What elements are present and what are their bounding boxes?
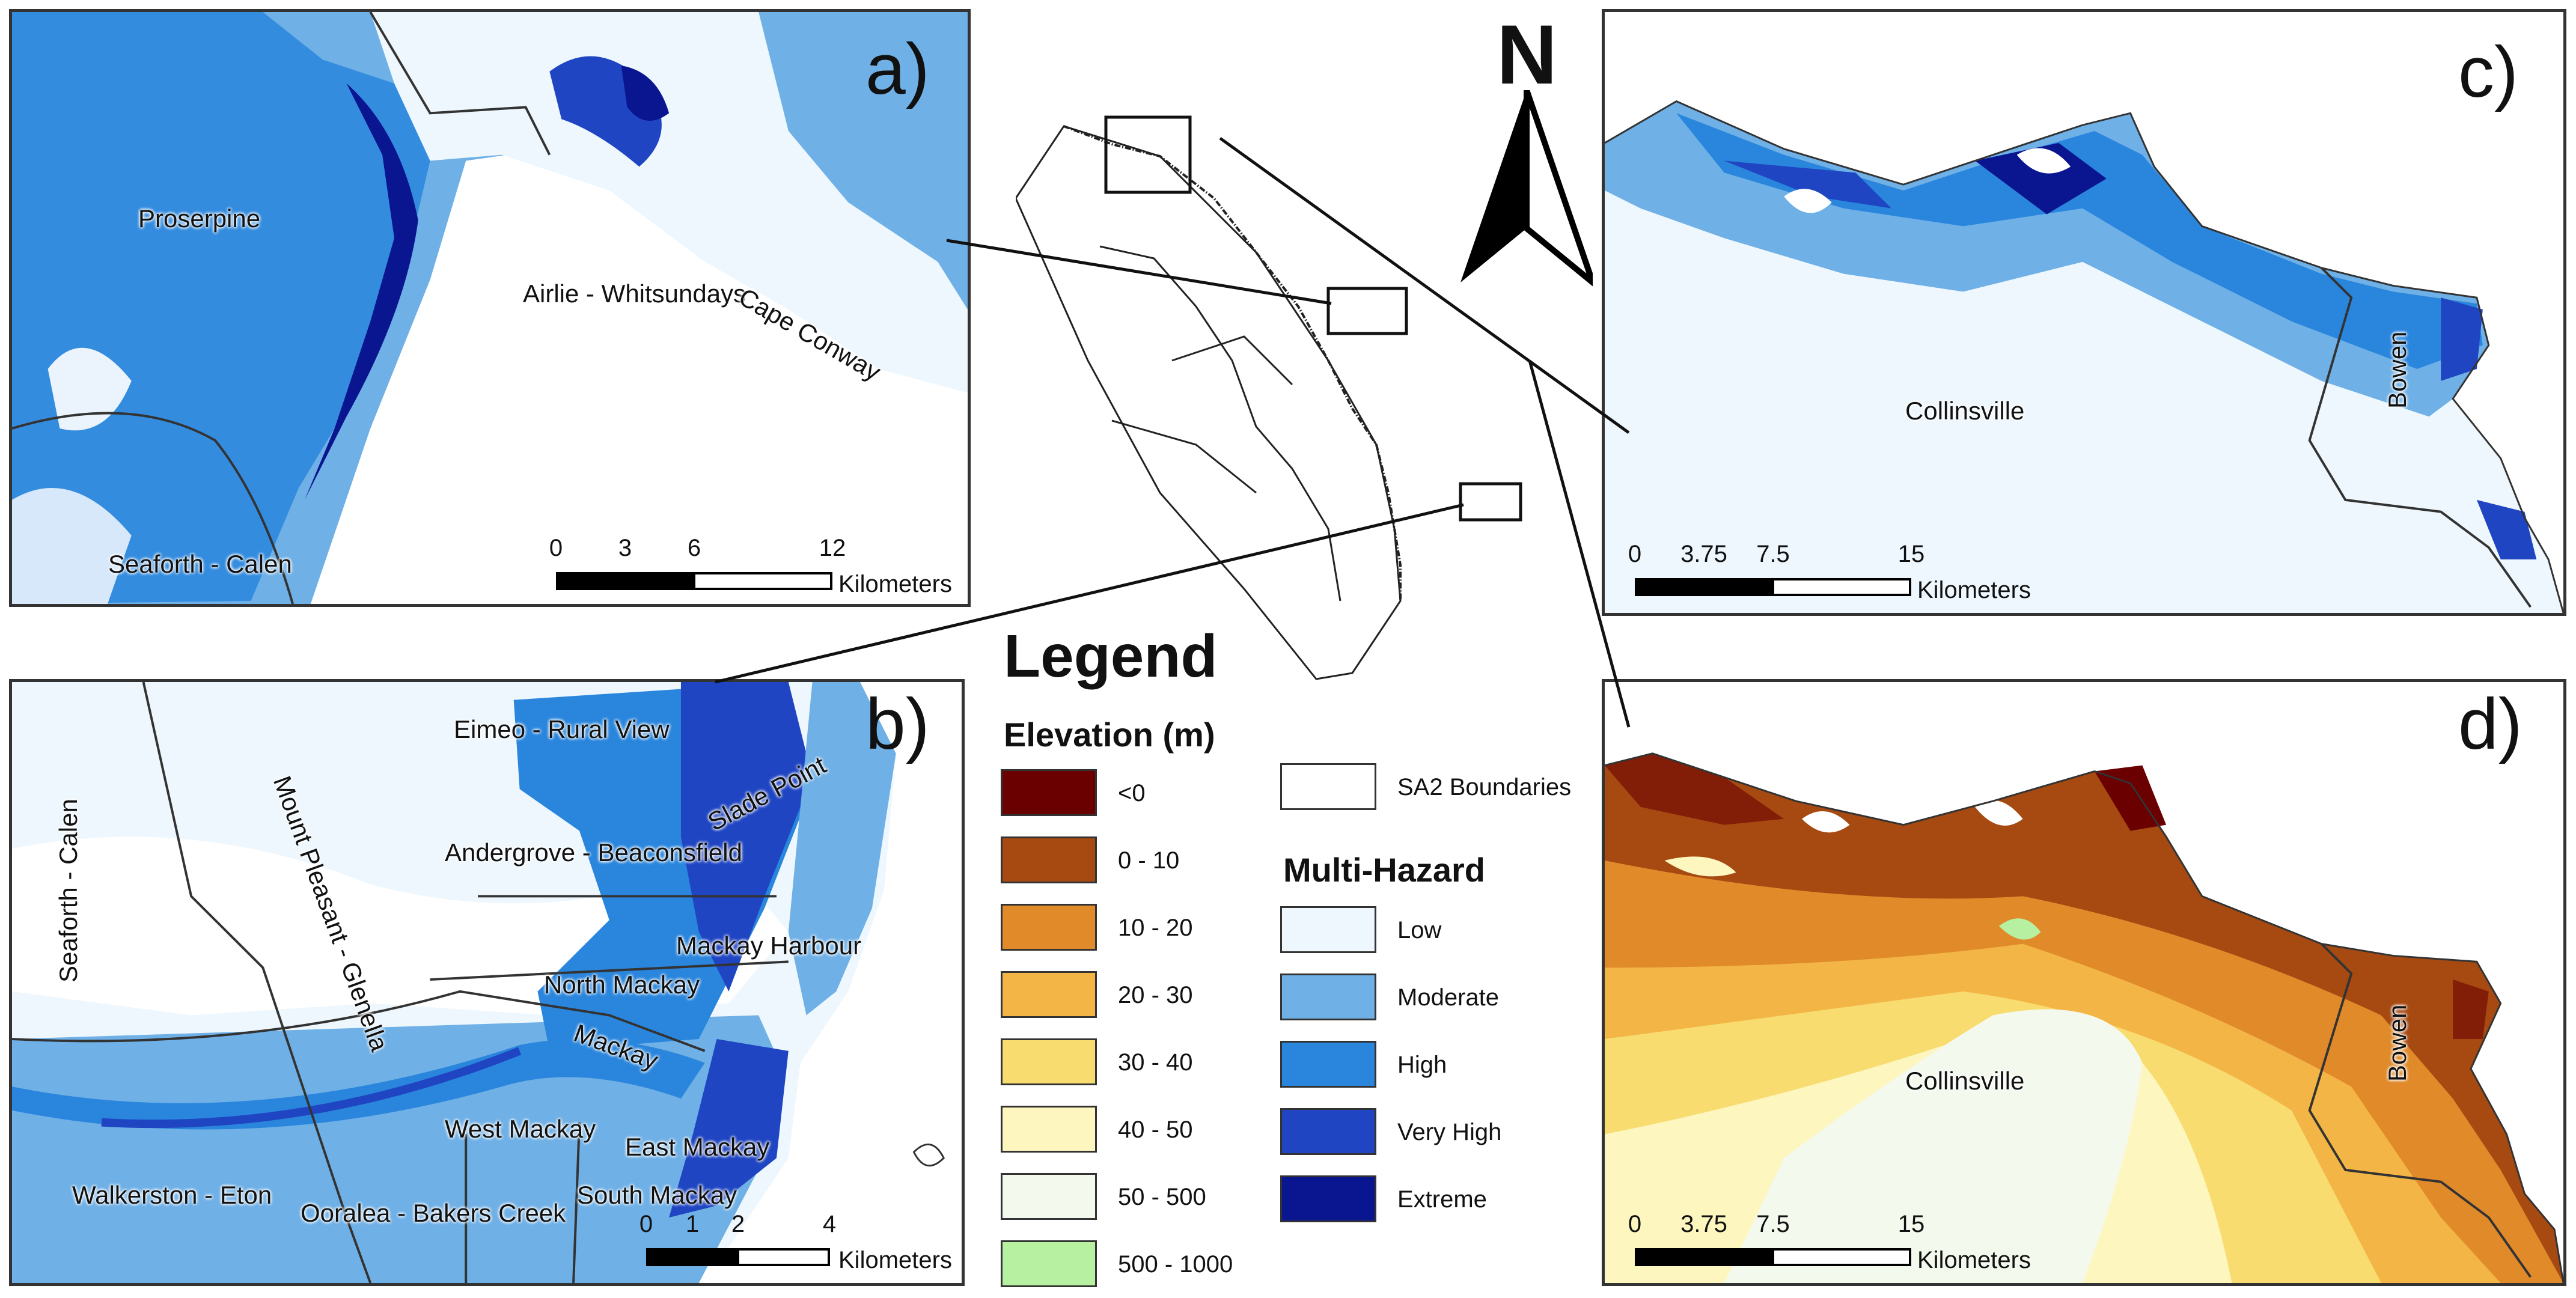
scale-unit: Kilometers <box>838 571 952 597</box>
scale-tick: 4 <box>822 1211 837 1237</box>
scale-tick: 3.75 <box>1680 1211 1727 1237</box>
panel-a-map <box>12 12 968 604</box>
place-label: Walkerston - Eton <box>72 1181 272 1209</box>
map-panel-c: c) Collinsville Bowen 0 3.75 7.5 15 Kilo… <box>1602 9 2566 616</box>
north-arrow-icon <box>1460 90 1593 287</box>
sa2-boundary-label: SA2 Boundaries <box>1397 774 1572 800</box>
scale-unit: Kilometers <box>1917 1247 2031 1273</box>
place-label: Mackay Harbour <box>676 931 862 960</box>
scale-bar: 0 1 2 4 Kilometers <box>637 1211 962 1277</box>
scale-bar-hollow <box>1772 1248 1911 1266</box>
place-label: South Mackay <box>577 1181 737 1209</box>
scale-bar-hollow <box>1772 578 1911 596</box>
scale-tick: 15 <box>1897 541 1925 567</box>
scale-unit: Kilometers <box>1917 577 2031 603</box>
legend-swatch <box>1280 906 1376 953</box>
panel-label: d) <box>2458 684 2523 764</box>
scale-tick: 12 <box>819 535 846 561</box>
legend-label: 0 - 10 <box>1118 847 1180 874</box>
legend-label: Low <box>1397 917 1442 943</box>
legend-label: 30 - 40 <box>1118 1049 1193 1076</box>
legend-label: 10 - 20 <box>1118 915 1193 941</box>
scale-bar-hollow <box>737 1248 830 1266</box>
legend-swatch <box>1001 836 1097 883</box>
map-panel-b: b) Eimeo - Rural View Slade Point Seafor… <box>9 679 965 1286</box>
scale-tick: 3.75 <box>1680 541 1727 567</box>
legend-label: 50 - 500 <box>1118 1184 1206 1210</box>
legend-swatch <box>1001 1240 1097 1287</box>
legend-swatch <box>1001 971 1097 1018</box>
map-panel-d: d) Collinsville Bowen 0 3.75 7.5 15 Kilo… <box>1602 679 2566 1286</box>
scale-unit: Kilometers <box>838 1247 952 1273</box>
legend-label: <0 <box>1118 780 1146 806</box>
legend-swatch <box>1280 1041 1376 1088</box>
hazard-heading: Multi-Hazard <box>1283 851 1485 889</box>
place-label: Ooralea - Bakers Creek <box>301 1199 566 1227</box>
scale-tick: 0 <box>1628 1211 1642 1237</box>
panel-d-map <box>1605 682 2563 1283</box>
scale-tick: 0 <box>549 535 563 561</box>
scale-bar: 0 3 6 12 Kilometers <box>547 535 952 601</box>
legend-swatch <box>1001 1038 1097 1085</box>
place-label: Collinsville <box>1905 397 2025 425</box>
north-arrow-letter: N <box>1497 7 1558 102</box>
place-label: Collinsville <box>1905 1067 2025 1095</box>
panel-label: c) <box>2458 32 2518 112</box>
map-panel-a: a) Proserpine Airlie - Whitsundays Cape … <box>9 9 971 607</box>
place-label: Eimeo - Rural View <box>454 715 670 743</box>
place-label: West Mackay <box>445 1115 596 1143</box>
place-label: Bowen <box>2383 1004 2411 1082</box>
legend-label: 20 - 30 <box>1118 982 1193 1008</box>
scale-bar-solid <box>1635 1248 1774 1266</box>
legend-title: Legend <box>1004 623 1218 690</box>
sa2-boundary-swatch <box>1280 763 1376 810</box>
scale-tick: 0 <box>1628 541 1642 567</box>
place-label: North Mackay <box>544 970 700 999</box>
legend-label: Moderate <box>1397 984 1499 1011</box>
scale-tick: 7.5 <box>1756 1211 1790 1237</box>
legend-label: Extreme <box>1397 1186 1487 1213</box>
legend-swatch <box>1280 1175 1376 1222</box>
panel-c-map <box>1605 12 2563 613</box>
scale-bar: 0 3.75 7.5 15 Kilometers <box>1626 541 2031 607</box>
place-label: Seaforth - Calen <box>54 799 82 983</box>
scale-bar-hollow <box>693 572 832 590</box>
panel-label: a) <box>865 29 930 109</box>
place-label: Andergrove - Beaconsfield <box>445 838 742 867</box>
panel-label: b) <box>865 684 930 764</box>
legend-swatch <box>1001 904 1097 951</box>
legend-label: High <box>1397 1052 1447 1078</box>
scale-tick: 3 <box>618 535 632 561</box>
legend-swatch <box>1280 974 1376 1020</box>
legend-swatch <box>1001 1173 1097 1220</box>
scale-bar-solid <box>556 572 695 590</box>
scale-tick: 1 <box>685 1211 700 1237</box>
place-label: East Mackay <box>625 1133 770 1161</box>
scale-bar-solid <box>646 1248 739 1266</box>
place-label: Proserpine <box>138 204 261 233</box>
scale-tick: 6 <box>687 535 701 561</box>
legend-label: Very High <box>1397 1119 1502 1145</box>
scale-bar: 0 3.75 7.5 15 Kilometers <box>1626 1211 2031 1277</box>
legend-swatch <box>1280 1108 1376 1155</box>
panel-b-map <box>12 682 962 1283</box>
scale-tick: 2 <box>731 1211 745 1237</box>
place-label: Airlie - Whitsundays <box>523 279 746 308</box>
legend-swatch <box>1001 1106 1097 1153</box>
elevation-heading: Elevation (m) <box>1004 716 1215 754</box>
legend-label: 500 - 1000 <box>1118 1251 1233 1278</box>
scale-tick: 7.5 <box>1756 541 1790 567</box>
scale-tick: 0 <box>639 1211 653 1237</box>
place-label: Seaforth - Calen <box>108 550 292 578</box>
legend-swatch <box>1001 769 1097 816</box>
legend-label: 40 - 50 <box>1118 1117 1193 1143</box>
place-label: Bowen <box>2383 331 2411 409</box>
scale-tick: 15 <box>1897 1211 1925 1237</box>
scale-bar-solid <box>1635 578 1774 596</box>
